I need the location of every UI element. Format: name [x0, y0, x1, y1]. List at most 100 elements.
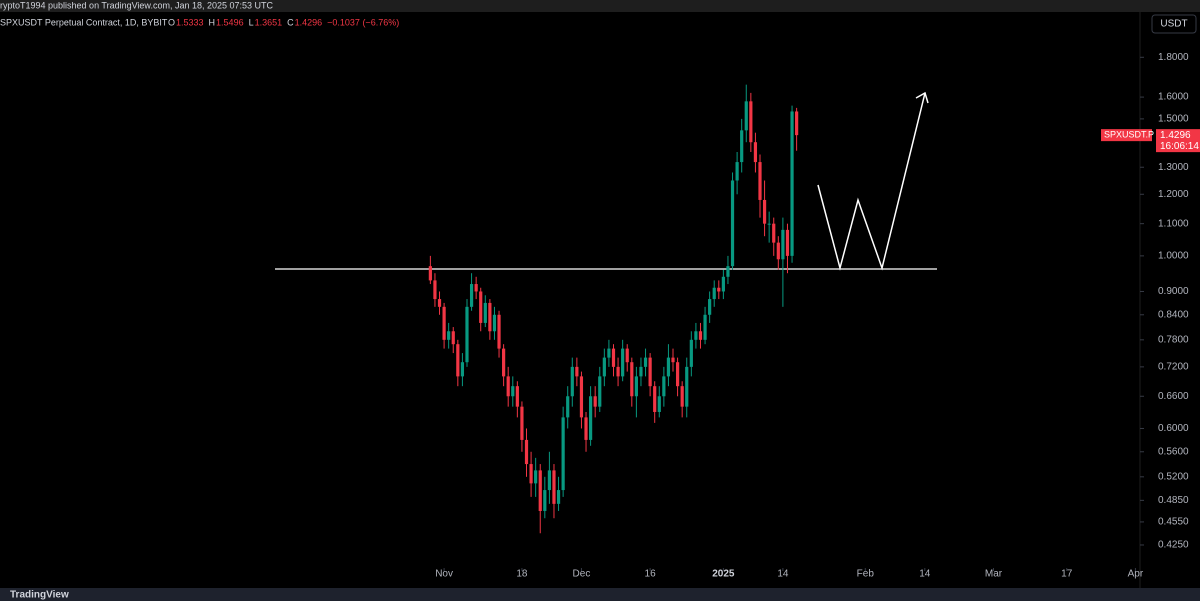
candle-body: [534, 470, 538, 484]
currency[interactable]: USDT: [1160, 19, 1187, 30]
candle-body: [465, 306, 469, 363]
y-tick-label: 0.6600: [1158, 391, 1189, 402]
candle-body: [662, 376, 666, 397]
candle-body: [675, 362, 680, 387]
candle-body: [698, 331, 703, 340]
candle-body: [781, 229, 785, 260]
candle-body: [529, 464, 533, 484]
y-tick-label: 0.5200: [1158, 471, 1189, 482]
x-tick-label: 16: [645, 569, 657, 580]
candle-body: [570, 366, 574, 397]
y-tick-label: 1.2000: [1158, 189, 1189, 200]
candle-body: [483, 302, 487, 323]
candle-body: [726, 266, 730, 277]
candle-body: [744, 101, 748, 131]
candle-body: [648, 357, 652, 387]
candle-body: [721, 276, 725, 292]
y-tick-label: 0.7200: [1158, 362, 1189, 373]
candle-body: [428, 266, 432, 281]
top-bar: [0, 0, 1200, 12]
candle-body: [611, 348, 616, 367]
candle-body: [758, 162, 762, 200]
x-tick-label: 18: [516, 569, 528, 580]
legend-text: 1.5333: [176, 17, 204, 27]
y-tick-label: 0.4850: [1158, 495, 1189, 506]
countdown: 16:06:14: [1160, 141, 1199, 152]
candle-body: [740, 130, 744, 163]
x-tick-label: Feb: [857, 569, 875, 580]
candle-body: [547, 470, 551, 491]
candle-body: [447, 331, 451, 340]
currency-button[interactable]: [1151, 14, 1197, 34]
candle-body: [657, 396, 661, 412]
x-tick-label: Apr: [1128, 569, 1144, 580]
y-tick-label: 0.9000: [1158, 286, 1189, 297]
candle-body: [515, 386, 519, 407]
candle-body: [593, 396, 597, 407]
x-tick-label: Dec: [573, 569, 591, 580]
x-tick-label: Nov: [435, 569, 453, 580]
candle-body: [708, 299, 712, 315]
candle-body: [602, 357, 606, 377]
price-tag: [1156, 129, 1200, 153]
legend-text: 1.3651: [255, 17, 283, 27]
y-tick-label: 0.4550: [1158, 517, 1189, 528]
candle-body: [795, 111, 799, 136]
y-tick-label: 1.6000: [1158, 92, 1189, 103]
candle-body: [762, 199, 767, 224]
arrow-head: [915, 91, 929, 104]
x-tick-label: 14: [919, 569, 931, 580]
y-tick-label: 0.7800: [1158, 334, 1189, 345]
candle-body: [616, 366, 620, 377]
symbol-label: SPXUSDT.P: [1104, 130, 1154, 140]
candle-body: [479, 291, 483, 323]
footer-bar: [0, 588, 1200, 601]
candle-body: [653, 386, 657, 412]
legend-text: −0.1037 (−6.76%): [327, 17, 399, 27]
candle-body: [630, 362, 634, 397]
candle-body: [785, 229, 790, 256]
candle-body: [437, 299, 442, 307]
candle-body: [598, 376, 602, 407]
candle-body: [589, 396, 593, 440]
x-tick-label: 2025: [712, 569, 735, 580]
candle-body: [552, 470, 556, 504]
publisher: ryptoT1994 published on TradingView.com,…: [0, 0, 274, 10]
candle-body: [776, 242, 780, 260]
candle-body: [561, 417, 565, 491]
candle-body: [730, 180, 735, 267]
candle-body: [524, 439, 529, 465]
candle-body: [643, 357, 648, 367]
candle-body: [634, 376, 638, 397]
candle-body: [772, 223, 776, 243]
chart-bg: [0, 12, 1200, 588]
candle-body: [680, 386, 684, 407]
candle-body: [666, 357, 671, 377]
candle-body: [584, 417, 588, 440]
candle-body: [543, 490, 547, 511]
legend-text: 1.4296: [295, 17, 323, 27]
candle-body: [566, 396, 570, 418]
chart-title: SPXUSDT Perpetual Contract, 1D, BYBIT: [0, 17, 168, 27]
candle-body: [579, 376, 584, 418]
y-tick-label: 0.8400: [1158, 309, 1189, 320]
ohlc-legend: O 1.5333 H 1.5496 L 1.3651 C 1.4296 −0.1037 (−6.…: [168, 17, 399, 27]
candle-body: [556, 490, 561, 504]
y-tick-label: 1.1000: [1158, 218, 1189, 229]
x-tick-label: 17: [1061, 569, 1073, 580]
candle-body: [538, 470, 542, 511]
symbol-tag: [1101, 129, 1152, 142]
y-tick-label: 1.0000: [1158, 251, 1189, 262]
candle-body: [735, 162, 739, 181]
y-tick-label: 0.4250: [1158, 540, 1189, 551]
candle-body: [520, 406, 524, 440]
y-tick-label: 0.5600: [1158, 446, 1189, 457]
candle-body: [456, 344, 460, 377]
candle-body: [703, 314, 707, 340]
candle-body: [671, 357, 675, 363]
candle-body: [685, 366, 689, 407]
candle-body: [451, 331, 455, 345]
candle-body: [442, 306, 446, 340]
